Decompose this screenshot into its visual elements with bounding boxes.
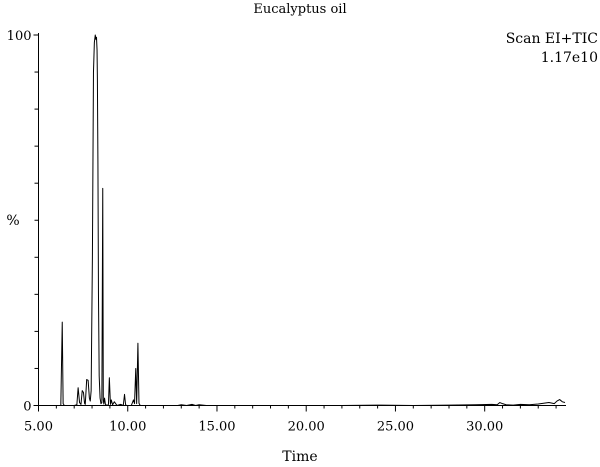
x-tick-label: 20.00 xyxy=(288,420,325,435)
x-tick-label: 10.00 xyxy=(109,420,146,435)
tic-trace-line xyxy=(38,34,566,406)
x-axis-title: Time xyxy=(282,449,317,465)
scan-intensity-label: 1.17e10 xyxy=(541,50,598,66)
scan-mode-label: Scan EI+TIC xyxy=(506,31,598,47)
x-axis-ticks: 5.00 10.00 15.00 20.00 25.00 30.00 xyxy=(24,405,557,435)
x-tick-label: 5.00 xyxy=(24,420,53,435)
y-axis-ticks: 0 100 xyxy=(7,29,39,415)
y-tick-label: 0 xyxy=(23,400,31,415)
x-tick-label: 30.00 xyxy=(466,420,503,435)
chart-title: Eucalyptus oil xyxy=(253,2,346,17)
x-tick-label: 15.00 xyxy=(198,420,235,435)
y-tick-label: 100 xyxy=(7,29,32,44)
y-axis-title: % xyxy=(6,213,19,229)
x-tick-label: 25.00 xyxy=(377,420,414,435)
